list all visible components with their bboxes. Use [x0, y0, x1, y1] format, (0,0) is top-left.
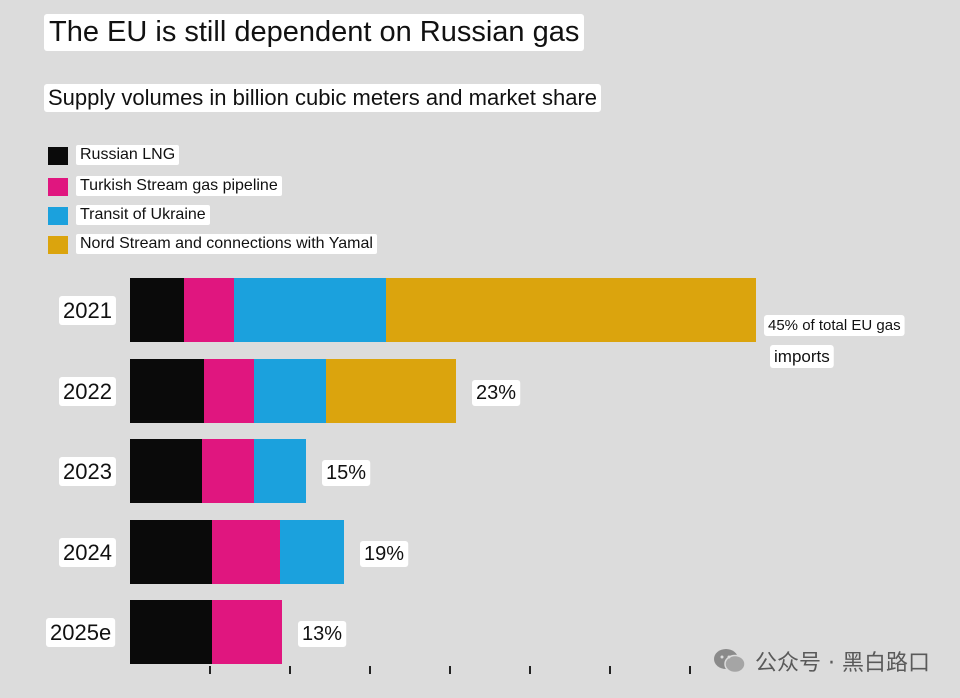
bar-segment — [204, 359, 254, 423]
bar-value-label: 23% — [472, 380, 521, 406]
bar-segment — [130, 278, 184, 342]
legend-label: Russian LNG — [76, 145, 180, 165]
svg-text:13%: 13% — [302, 623, 342, 645]
bar-segment — [280, 520, 344, 584]
svg-text:2022: 2022 — [63, 379, 112, 404]
bar-segment — [130, 359, 204, 423]
legend-swatch — [48, 207, 68, 225]
bar-segment — [130, 520, 212, 584]
bar-segment — [130, 600, 212, 664]
wechat-icon — [714, 649, 746, 674]
bar-value-label: 19% — [360, 541, 409, 567]
bar-segment — [184, 278, 234, 342]
bar-value-label: 45% of total EU gas — [764, 315, 905, 336]
legend-swatch — [48, 178, 68, 196]
svg-text:2025e: 2025e — [50, 620, 111, 645]
svg-text:2023: 2023 — [63, 459, 112, 484]
watermark-text: 公众号 · 黑白路口 — [755, 651, 930, 676]
legend-swatch — [48, 236, 68, 254]
category-label: 2023 — [59, 457, 116, 486]
legend-label: Transit of Ukraine — [76, 205, 210, 225]
legend-label: Turkish Stream gas pipeline — [76, 176, 282, 196]
bar-segment — [212, 600, 282, 664]
svg-text:23%: 23% — [476, 382, 516, 404]
bar-segment — [386, 278, 756, 342]
chart-subtitle: Supply volumes in billion cubic meters a… — [44, 84, 602, 112]
bar-segment — [212, 520, 280, 584]
bar-value-label: imports — [770, 345, 834, 368]
category-label: 2021 — [59, 296, 116, 325]
svg-text:45% of total EU gas: 45% of total EU gas — [768, 317, 901, 334]
legend-swatch — [48, 147, 68, 165]
svg-text:15%: 15% — [326, 462, 366, 484]
chart-title: The EU is still dependent on Russian gas — [44, 14, 585, 51]
bar-segment — [202, 439, 254, 503]
bar-segment — [326, 359, 456, 423]
category-label: 2025e — [46, 618, 116, 647]
svg-text:2021: 2021 — [63, 298, 112, 323]
svg-text:2024: 2024 — [63, 540, 112, 565]
bar-segment — [234, 278, 386, 342]
category-label: 2022 — [59, 377, 116, 406]
bar-segment — [254, 359, 326, 423]
bar-segment — [254, 439, 306, 503]
watermark: 公众号 · 黑白路口 — [713, 645, 930, 677]
svg-text:imports: imports — [774, 347, 830, 366]
bar-segment — [130, 439, 202, 503]
bar-value-label: 15% — [322, 460, 371, 486]
category-label: 2024 — [59, 538, 116, 567]
svg-text:19%: 19% — [364, 543, 404, 565]
bar-value-label: 13% — [298, 621, 347, 647]
legend-label: Nord Stream and connections with Yamal — [76, 234, 377, 254]
